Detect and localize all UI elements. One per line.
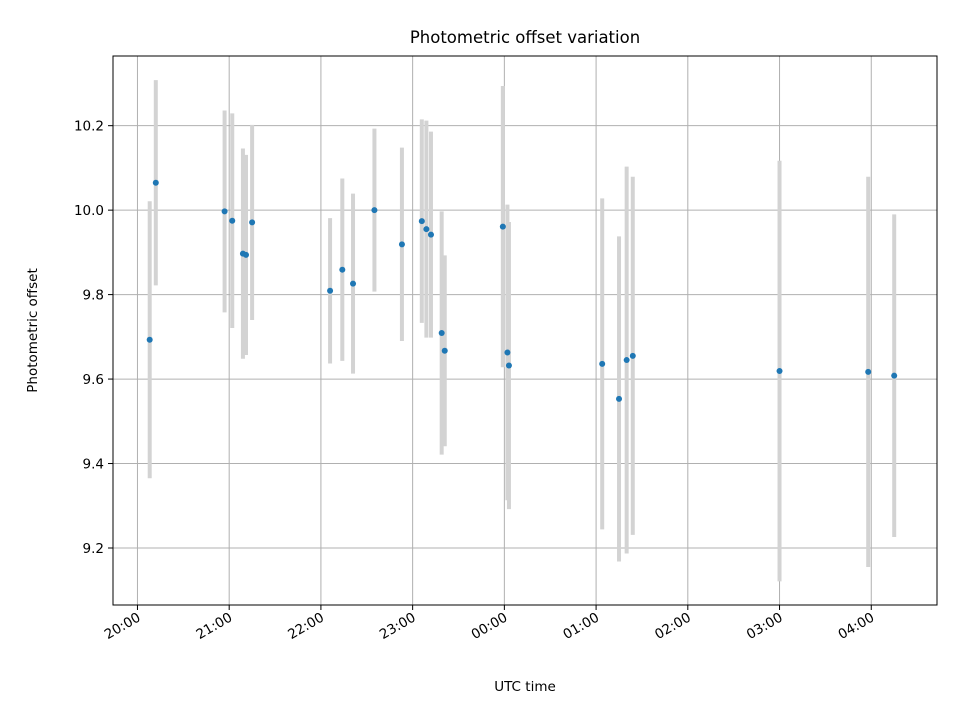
x-axis-label: UTC time (494, 679, 556, 695)
data-point (865, 368, 872, 375)
data-point (152, 179, 159, 186)
y-tick-label: 9.4 (83, 457, 104, 473)
data-point (339, 266, 346, 273)
data-point (371, 207, 378, 214)
data-point (499, 223, 506, 230)
data-point (146, 336, 153, 343)
data-point (623, 357, 630, 364)
data-point (398, 241, 405, 248)
data-point (776, 368, 783, 375)
data-point (438, 330, 445, 337)
data-point (505, 362, 512, 369)
chart-title: Photometric offset variation (410, 28, 640, 47)
data-point (423, 226, 430, 233)
data-point (441, 347, 448, 354)
data-point (418, 218, 425, 225)
y-tick-label: 10.0 (74, 203, 104, 219)
data-point (504, 349, 511, 356)
data-point (629, 352, 636, 359)
data-points (146, 179, 898, 402)
data-point (427, 231, 434, 238)
y-tick-label: 9.6 (83, 372, 104, 388)
y-tick-label: 9.2 (83, 541, 104, 557)
data-point (243, 251, 250, 258)
plot-frame (112, 55, 938, 606)
y-axis-ticks: 9.2 9.4 9.6 9.8 10.0 10.2 (74, 119, 113, 557)
data-point (599, 360, 606, 367)
y-tick-label: 9.8 (83, 288, 104, 304)
data-point (891, 372, 898, 379)
data-point (616, 395, 623, 402)
data-point (327, 287, 334, 294)
data-point (229, 217, 236, 224)
y-tick-label: 10.2 (74, 119, 104, 135)
data-point (249, 219, 256, 226)
y-axis-label: Photometric offset (25, 268, 41, 392)
data-point (350, 280, 357, 287)
data-point (221, 208, 228, 215)
